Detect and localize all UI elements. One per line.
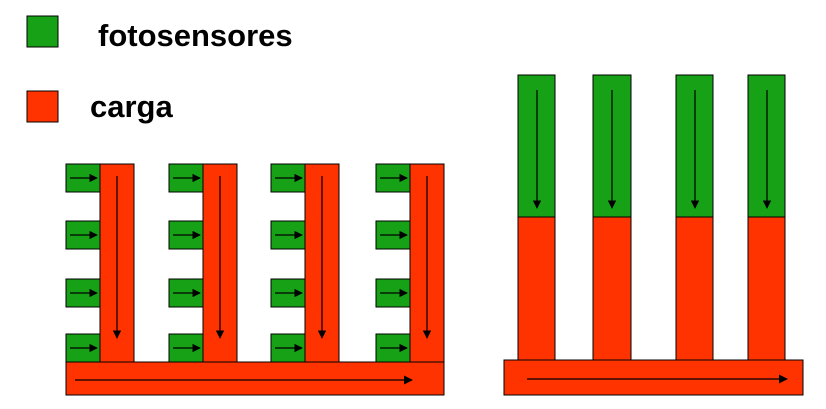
photosensor bbox=[168, 333, 204, 363]
photosensor bbox=[375, 220, 411, 250]
photosensor bbox=[65, 163, 101, 193]
frame-column bbox=[675, 74, 714, 361]
photosensor bbox=[270, 333, 306, 363]
photosensor bbox=[168, 163, 204, 193]
legend-label-photosensor: fotosensores bbox=[98, 18, 293, 53]
interline-column bbox=[270, 163, 340, 363]
photosensor bbox=[270, 163, 306, 193]
photosensor bbox=[375, 163, 411, 193]
interline-column bbox=[65, 163, 135, 363]
interline-transfer-diagram bbox=[65, 163, 445, 396]
storage-region bbox=[747, 216, 786, 361]
photosensor bbox=[168, 278, 204, 308]
legend-swatch-charge bbox=[26, 90, 59, 123]
photosensor bbox=[65, 220, 101, 250]
photosensor bbox=[375, 278, 411, 308]
photosensor bbox=[375, 333, 411, 363]
photosensor bbox=[270, 278, 306, 308]
photosensor bbox=[65, 278, 101, 308]
photosensor bbox=[168, 220, 204, 250]
legend: fotosensores carga bbox=[26, 15, 293, 124]
storage-region bbox=[517, 216, 556, 361]
horizontal-register bbox=[65, 361, 445, 396]
storage-region bbox=[675, 216, 714, 361]
storage-region bbox=[592, 216, 632, 361]
legend-swatch-photosensor bbox=[26, 15, 59, 48]
frame-transfer-diagram bbox=[503, 74, 804, 396]
horizontal-register bbox=[503, 359, 804, 396]
frame-column bbox=[517, 74, 556, 361]
frame-column bbox=[747, 74, 786, 361]
photosensor bbox=[270, 220, 306, 250]
photosensor bbox=[65, 333, 101, 363]
interline-column bbox=[375, 163, 445, 363]
frame-column bbox=[592, 74, 632, 361]
legend-label-charge: carga bbox=[90, 89, 173, 124]
interline-column bbox=[168, 163, 238, 363]
